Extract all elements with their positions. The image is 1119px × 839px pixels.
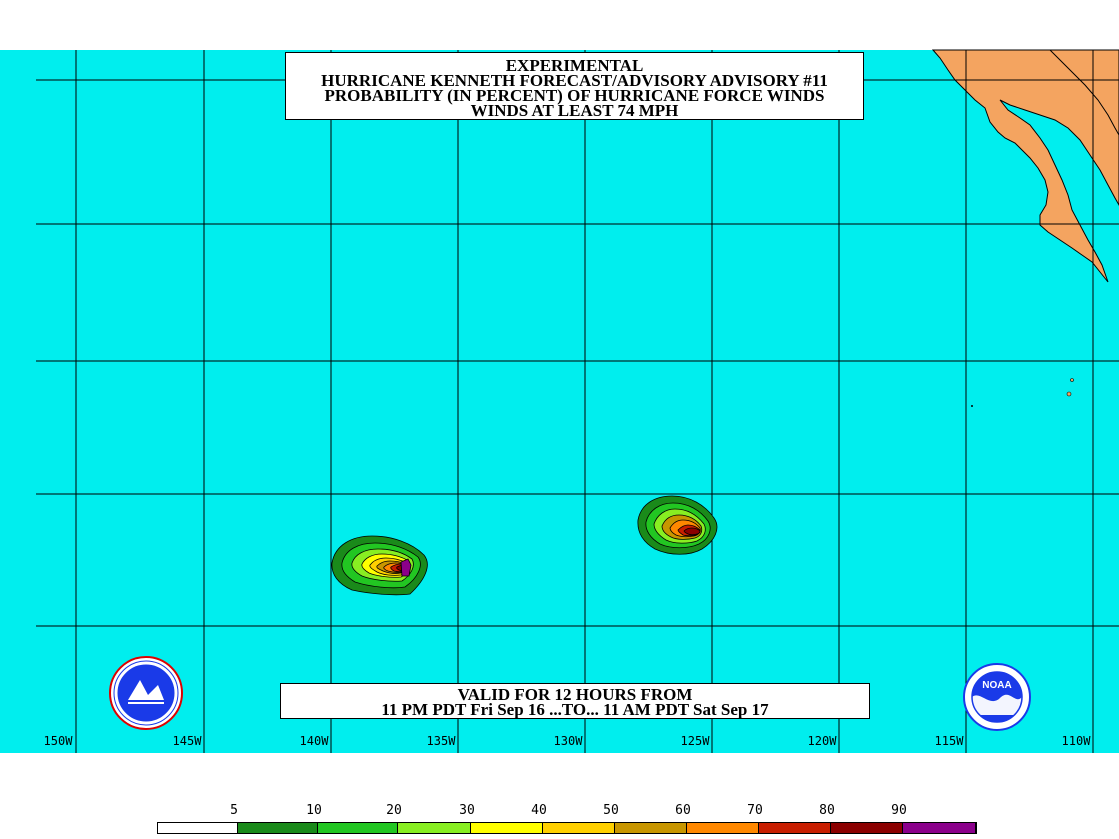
noaa-logo-text: NOAA — [982, 680, 1011, 691]
legend-label: 60 — [675, 803, 691, 818]
legend-color-bar — [157, 822, 977, 834]
legend-swatch — [543, 823, 615, 833]
valid-period-box: VALID FOR 12 HOURS FROM 11 PM PDT Fri Se… — [280, 683, 870, 719]
legend-label: 30 — [459, 803, 475, 818]
title-line-1: EXPERIMENTAL — [505, 56, 644, 75]
title-line-4: WINDS AT LEAST 74 MPH — [470, 101, 679, 120]
legend-swatch — [759, 823, 831, 833]
valid-line-1: VALID FOR 12 HOURS FROM — [457, 685, 693, 704]
legend-label: 10 — [306, 803, 322, 818]
legend-swatch — [831, 823, 903, 833]
longitude-label: 130W — [553, 734, 583, 748]
island — [1070, 378, 1074, 382]
longitude-label: 135W — [426, 734, 456, 748]
legend-label: 5 — [230, 803, 238, 818]
longitude-label: 140W — [299, 734, 329, 748]
island — [971, 405, 973, 407]
legend-swatch — [687, 823, 759, 833]
legend-swatch — [615, 823, 687, 833]
valid-line-2: 11 PM PDT Fri Sep 16 ...TO... 11 AM PDT … — [381, 700, 769, 719]
title-line-2: HURRICANE KENNETH FORECAST/ADVISORY ADVI… — [321, 71, 828, 90]
longitude-label: 125W — [680, 734, 710, 748]
legend-label: 40 — [531, 803, 547, 818]
longitude-label: 145W — [172, 734, 202, 748]
map-title-box: EXPERIMENTAL HURRICANE KENNETH FORECAST/… — [285, 52, 864, 120]
legend-swatch — [903, 823, 976, 833]
title-line-3: PROBABILITY (IN PERCENT) OF HURRICANE FO… — [324, 86, 825, 105]
legend-label: 20 — [386, 803, 402, 818]
legend-swatch — [158, 823, 238, 833]
probability-blob-east — [637, 495, 718, 555]
longitude-label: 150W — [43, 734, 73, 748]
legend-swatch — [471, 823, 543, 833]
legend-label: 80 — [819, 803, 835, 818]
longitude-label: 115W — [934, 734, 964, 748]
longitude-label: 110W — [1061, 734, 1091, 748]
legend-label: 70 — [747, 803, 763, 818]
island — [1066, 391, 1072, 397]
longitude-label: 120W — [807, 734, 837, 748]
legend-swatch — [318, 823, 398, 833]
probability-blob-west — [331, 535, 428, 596]
ocean-background — [0, 50, 1119, 753]
legend-label: 90 — [891, 803, 907, 818]
legend-label: 50 — [603, 803, 619, 818]
land-mainland-mexico — [1048, 49, 1119, 137]
nws-logo — [109, 656, 183, 730]
legend-swatch — [398, 823, 471, 833]
legend-swatch — [238, 823, 318, 833]
noaa-logo — [963, 663, 1031, 731]
